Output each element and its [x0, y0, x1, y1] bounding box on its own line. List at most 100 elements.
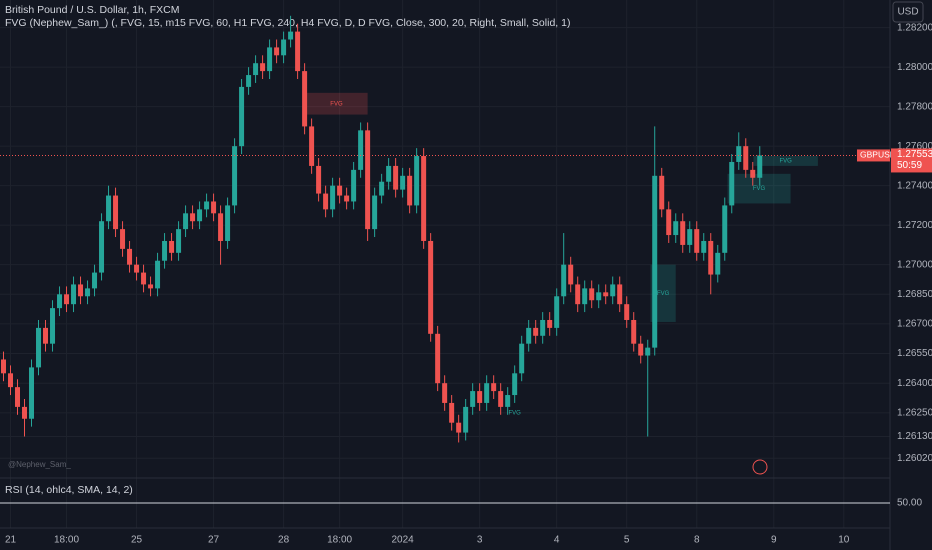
candle-body	[148, 284, 154, 289]
last-price-label: 1.27553	[897, 149, 932, 160]
candle-body	[155, 260, 161, 289]
fvg-zone	[727, 173, 791, 204]
candle-body	[85, 288, 91, 297]
candle-body	[470, 391, 476, 407]
candle-body	[176, 229, 182, 253]
candle-body	[596, 292, 602, 301]
candle-body	[372, 195, 378, 230]
candle-body	[267, 47, 273, 72]
y-tick-label: 1.26850	[897, 289, 932, 300]
x-tick-label: 4	[554, 535, 560, 546]
y-tick-label: 1.26700	[897, 319, 932, 330]
candle-body	[701, 240, 707, 253]
candle-body	[687, 229, 693, 245]
candle-body	[694, 229, 700, 253]
rsi-tick-label: 50.00	[897, 498, 922, 509]
candle-body	[36, 327, 42, 368]
candle-body	[225, 205, 231, 241]
candle-body	[15, 387, 21, 407]
x-tick-label: 10	[838, 535, 850, 546]
candle-body	[393, 165, 399, 190]
candle-body	[533, 327, 539, 336]
candle-body	[435, 333, 441, 384]
candle-body	[274, 47, 280, 56]
fvg-zone	[305, 92, 368, 115]
candle-body	[673, 221, 679, 236]
chart-title: British Pound / U.S. Dollar, 1h, FXCM	[5, 4, 179, 16]
candle-body	[379, 181, 385, 196]
candle-body	[288, 31, 294, 40]
x-tick-label: 28	[278, 535, 290, 546]
candle-body	[680, 221, 686, 245]
candle-body	[162, 240, 168, 261]
x-tick-label: 8	[694, 535, 700, 546]
candle-body	[449, 402, 455, 423]
candle-body	[659, 175, 665, 210]
candle-body	[43, 327, 49, 344]
candle-body	[8, 373, 14, 388]
candle-body	[750, 169, 756, 178]
candle-body	[610, 284, 616, 297]
candle-body	[295, 31, 301, 72]
y-tick-label: 1.26020	[897, 453, 932, 464]
candle-body	[715, 252, 721, 275]
candle-body	[302, 71, 308, 127]
candle-body	[736, 146, 742, 162]
candle-body	[617, 284, 623, 305]
candle-body	[561, 264, 567, 297]
candle-body	[589, 288, 595, 301]
fvg-label: FVG	[509, 410, 522, 416]
y-tick-label: 1.27600	[897, 141, 932, 152]
candle-body	[631, 319, 637, 344]
candle-body	[22, 406, 28, 419]
candle-body	[708, 240, 714, 275]
symbol-tag	[857, 149, 890, 162]
candle-body	[421, 156, 427, 241]
candle-body	[652, 175, 658, 348]
candle-body	[281, 39, 287, 56]
candle-body	[253, 63, 259, 76]
candle-body	[505, 395, 511, 407]
candle-body	[547, 319, 553, 328]
candle-body	[624, 304, 630, 320]
y-tick-label: 1.26130	[897, 431, 932, 442]
y-tick-label: 1.26550	[897, 348, 932, 359]
indicator-label: FVG (Nephew_Sam_) (, FVG, 15, m15 FVG, 6…	[5, 17, 570, 29]
candle-body	[316, 165, 322, 194]
candle-body	[246, 75, 252, 87]
candle-body	[106, 195, 112, 222]
candle-body	[526, 327, 532, 344]
x-tick-label: 27	[208, 535, 220, 546]
y-tick-label: 1.26400	[897, 378, 932, 389]
currency[interactable]: USD	[897, 7, 918, 18]
x-tick-label: 18:00	[327, 535, 352, 546]
logo[interactable]	[752, 459, 768, 475]
candle-body	[575, 284, 581, 305]
candle-body	[190, 213, 196, 222]
candle-body	[218, 213, 224, 241]
candle-body	[197, 209, 203, 222]
candle-body	[260, 63, 266, 72]
fvg-zone	[753, 156, 818, 166]
candle-body	[232, 146, 238, 206]
candle-body	[1, 359, 7, 374]
rsi-title: RSI (14, ohlc4, SMA, 14, 2)	[5, 484, 133, 496]
candle-body	[71, 284, 77, 305]
fvg-label: FVG	[779, 159, 792, 165]
x-tick-label: 9	[771, 535, 777, 546]
candle-body	[183, 213, 189, 230]
currency-button[interactable]	[892, 1, 924, 23]
candle-body	[484, 383, 490, 403]
candle-body	[239, 86, 245, 147]
candle-body	[99, 221, 105, 273]
candle-body	[722, 205, 728, 253]
candle-body	[141, 272, 147, 285]
candle-body	[127, 248, 133, 265]
candle-body	[120, 229, 126, 249]
candle-body	[204, 201, 210, 210]
candle-body	[57, 294, 63, 309]
y-tick-label: 1.28000	[897, 62, 932, 73]
candle-body	[29, 367, 35, 419]
candle-body	[50, 308, 56, 344]
fvg-label: FVG	[330, 101, 343, 107]
